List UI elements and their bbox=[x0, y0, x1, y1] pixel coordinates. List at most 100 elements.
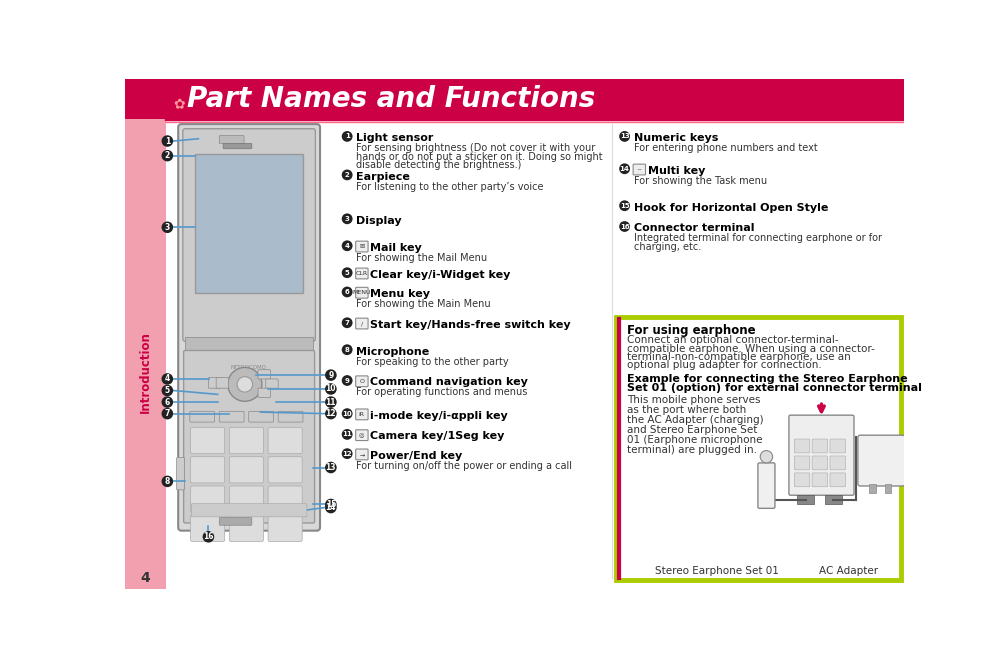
Text: 9: 9 bbox=[344, 377, 349, 383]
Text: Clear key/i-Widget key: Clear key/i-Widget key bbox=[370, 269, 511, 279]
Text: 11: 11 bbox=[342, 432, 352, 438]
Circle shape bbox=[161, 135, 173, 147]
Text: ~: ~ bbox=[636, 167, 641, 172]
Text: Integrated terminal for connecting earphone or for: Integrated terminal for connecting earph… bbox=[633, 234, 881, 244]
Text: Example for connecting the Stereo Earphone: Example for connecting the Stereo Earpho… bbox=[626, 373, 907, 383]
Text: 01 (Earphone microphone: 01 (Earphone microphone bbox=[626, 435, 761, 445]
Text: 13: 13 bbox=[325, 463, 336, 472]
Text: 3: 3 bbox=[344, 216, 349, 222]
Text: This mobile phone serves: This mobile phone serves bbox=[626, 395, 759, 405]
Text: Multi key: Multi key bbox=[647, 166, 704, 175]
Text: 6: 6 bbox=[344, 289, 349, 295]
FancyBboxPatch shape bbox=[268, 515, 302, 542]
FancyBboxPatch shape bbox=[355, 287, 368, 298]
FancyBboxPatch shape bbox=[185, 336, 313, 350]
Text: For operating functions and menus: For operating functions and menus bbox=[356, 387, 528, 397]
Circle shape bbox=[203, 531, 214, 543]
Text: 11: 11 bbox=[325, 398, 336, 406]
Text: Mail key: Mail key bbox=[370, 243, 421, 253]
Text: For listening to the other party’s voice: For listening to the other party’s voice bbox=[356, 182, 544, 192]
FancyBboxPatch shape bbox=[229, 515, 263, 542]
Circle shape bbox=[341, 448, 352, 459]
Circle shape bbox=[619, 164, 630, 174]
Circle shape bbox=[341, 267, 352, 278]
FancyBboxPatch shape bbox=[216, 377, 229, 388]
Text: 9: 9 bbox=[328, 371, 333, 379]
Text: charging, etc.: charging, etc. bbox=[633, 242, 700, 252]
Text: Display: Display bbox=[356, 216, 401, 226]
FancyBboxPatch shape bbox=[183, 128, 315, 341]
FancyBboxPatch shape bbox=[219, 411, 244, 422]
Text: Earpiece: Earpiece bbox=[356, 172, 410, 182]
FancyBboxPatch shape bbox=[219, 136, 244, 144]
Text: hands or do not put a sticker on it. Doing so might: hands or do not put a sticker on it. Doi… bbox=[356, 152, 603, 162]
FancyBboxPatch shape bbox=[209, 377, 221, 388]
Text: 12: 12 bbox=[342, 451, 352, 457]
FancyBboxPatch shape bbox=[249, 411, 273, 422]
Circle shape bbox=[325, 502, 336, 513]
FancyBboxPatch shape bbox=[355, 241, 368, 252]
Text: as the port where both: as the port where both bbox=[626, 405, 745, 415]
Circle shape bbox=[325, 369, 336, 381]
FancyBboxPatch shape bbox=[616, 316, 901, 580]
Text: terminal-non-compatible earphone, use an: terminal-non-compatible earphone, use an bbox=[626, 352, 850, 362]
FancyBboxPatch shape bbox=[191, 457, 225, 483]
FancyBboxPatch shape bbox=[355, 268, 368, 279]
Text: Camera key/1Seg key: Camera key/1Seg key bbox=[370, 432, 505, 442]
Text: NTTDOCOMO: NTTDOCOMO bbox=[231, 365, 267, 370]
Circle shape bbox=[341, 408, 352, 419]
Text: Part Names and Functions: Part Names and Functions bbox=[188, 85, 595, 113]
Circle shape bbox=[341, 344, 352, 355]
Text: Menu key: Menu key bbox=[370, 289, 430, 299]
Text: Connect an optional connector-terminal-: Connect an optional connector-terminal- bbox=[626, 335, 838, 345]
FancyBboxPatch shape bbox=[884, 484, 891, 493]
Circle shape bbox=[161, 150, 173, 162]
Text: Microphone: Microphone bbox=[356, 347, 429, 357]
Text: Light sensor: Light sensor bbox=[356, 133, 433, 144]
FancyBboxPatch shape bbox=[258, 388, 270, 397]
Text: 12: 12 bbox=[325, 409, 336, 418]
Text: For sensing brightness (Do not cover it with your: For sensing brightness (Do not cover it … bbox=[356, 144, 595, 154]
Circle shape bbox=[325, 462, 336, 473]
Text: 15: 15 bbox=[325, 500, 336, 509]
Text: the AC Adapter (charging): the AC Adapter (charging) bbox=[626, 415, 763, 425]
Circle shape bbox=[161, 408, 173, 420]
FancyBboxPatch shape bbox=[811, 439, 826, 453]
FancyBboxPatch shape bbox=[355, 376, 368, 387]
FancyBboxPatch shape bbox=[793, 473, 809, 487]
FancyBboxPatch shape bbox=[190, 411, 215, 422]
Text: 13: 13 bbox=[619, 134, 629, 140]
Circle shape bbox=[341, 131, 352, 142]
Text: i-mode key/i-αppli key: i-mode key/i-αppli key bbox=[370, 410, 508, 420]
Text: disable detecting the brightness.): disable detecting the brightness.) bbox=[356, 160, 522, 170]
Text: ◎: ◎ bbox=[359, 433, 364, 438]
Text: Set 01 (option) for external connector terminal: Set 01 (option) for external connector t… bbox=[626, 383, 921, 393]
Text: Connector terminal: Connector terminal bbox=[633, 224, 753, 234]
Text: AC Adapter: AC Adapter bbox=[818, 566, 878, 576]
Text: 3: 3 bbox=[164, 223, 170, 232]
Circle shape bbox=[341, 317, 352, 328]
Circle shape bbox=[619, 131, 630, 142]
Text: MENU: MENU bbox=[352, 290, 371, 295]
FancyBboxPatch shape bbox=[192, 504, 307, 517]
FancyBboxPatch shape bbox=[829, 473, 845, 487]
FancyBboxPatch shape bbox=[278, 411, 303, 422]
Text: Numeric keys: Numeric keys bbox=[633, 133, 717, 144]
Text: 8: 8 bbox=[344, 347, 349, 353]
Circle shape bbox=[237, 377, 253, 392]
FancyBboxPatch shape bbox=[355, 318, 368, 329]
FancyBboxPatch shape bbox=[788, 415, 854, 495]
Text: 16: 16 bbox=[203, 532, 214, 542]
Text: For speaking to the other party: For speaking to the other party bbox=[356, 357, 509, 367]
Circle shape bbox=[161, 397, 173, 408]
Text: terminal) are plugged in.: terminal) are plugged in. bbox=[626, 445, 756, 455]
Text: iR: iR bbox=[358, 412, 364, 417]
Text: Introduction: Introduction bbox=[139, 331, 152, 413]
FancyBboxPatch shape bbox=[165, 79, 903, 119]
Circle shape bbox=[161, 373, 173, 385]
Text: Start key/Hands-free switch key: Start key/Hands-free switch key bbox=[370, 320, 571, 330]
Circle shape bbox=[325, 498, 336, 510]
FancyBboxPatch shape bbox=[219, 518, 252, 525]
Circle shape bbox=[341, 287, 352, 297]
Text: 15: 15 bbox=[619, 203, 629, 209]
